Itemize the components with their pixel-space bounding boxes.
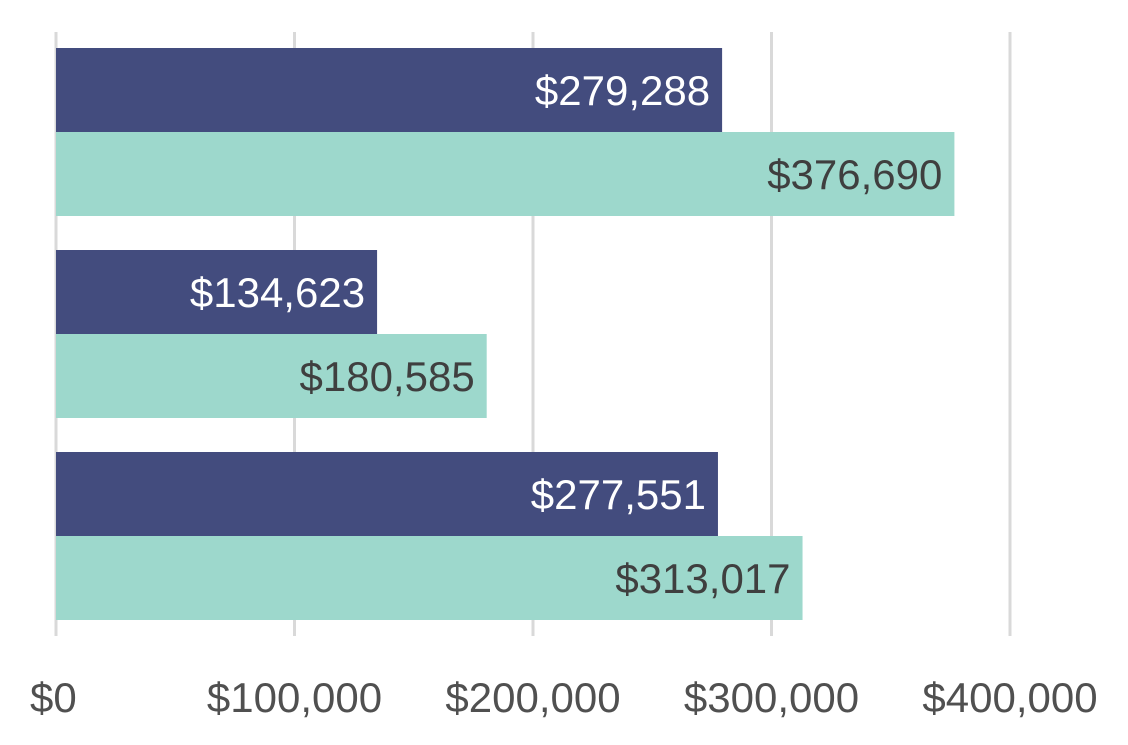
x-tick-label: $100,000	[207, 674, 382, 721]
bar-series1-row3	[56, 452, 718, 536]
data-labels: $279,288 $376,690 $134,623 $180,585 $277,551…	[190, 67, 943, 602]
bar-series2-row3	[56, 536, 803, 620]
data-label-series1-row2: $134,623	[190, 269, 365, 316]
bar-series1-row1	[56, 48, 723, 132]
x-tick-label: $0	[30, 674, 77, 721]
x-tick-label: $400,000	[922, 674, 1097, 721]
data-label-series2-row1: $376,690	[767, 151, 942, 198]
x-tick-label: $200,000	[445, 674, 620, 721]
bar-series2-row1	[56, 132, 955, 216]
data-label-series2-row2: $180,585	[300, 353, 475, 400]
bar-series1-row2	[56, 250, 378, 334]
data-label-series2-row3: $313,017	[615, 555, 790, 602]
bar-series2-row2	[56, 334, 487, 418]
data-label-series1-row3: $277,551	[531, 471, 706, 518]
bars	[56, 48, 955, 620]
data-label-series1-row1: $279,288	[535, 67, 710, 114]
x-tick-label: $300,000	[684, 674, 859, 721]
x-axis-ticks: $0 $100,000 $200,000 $300,000 $400,000	[30, 674, 1098, 721]
